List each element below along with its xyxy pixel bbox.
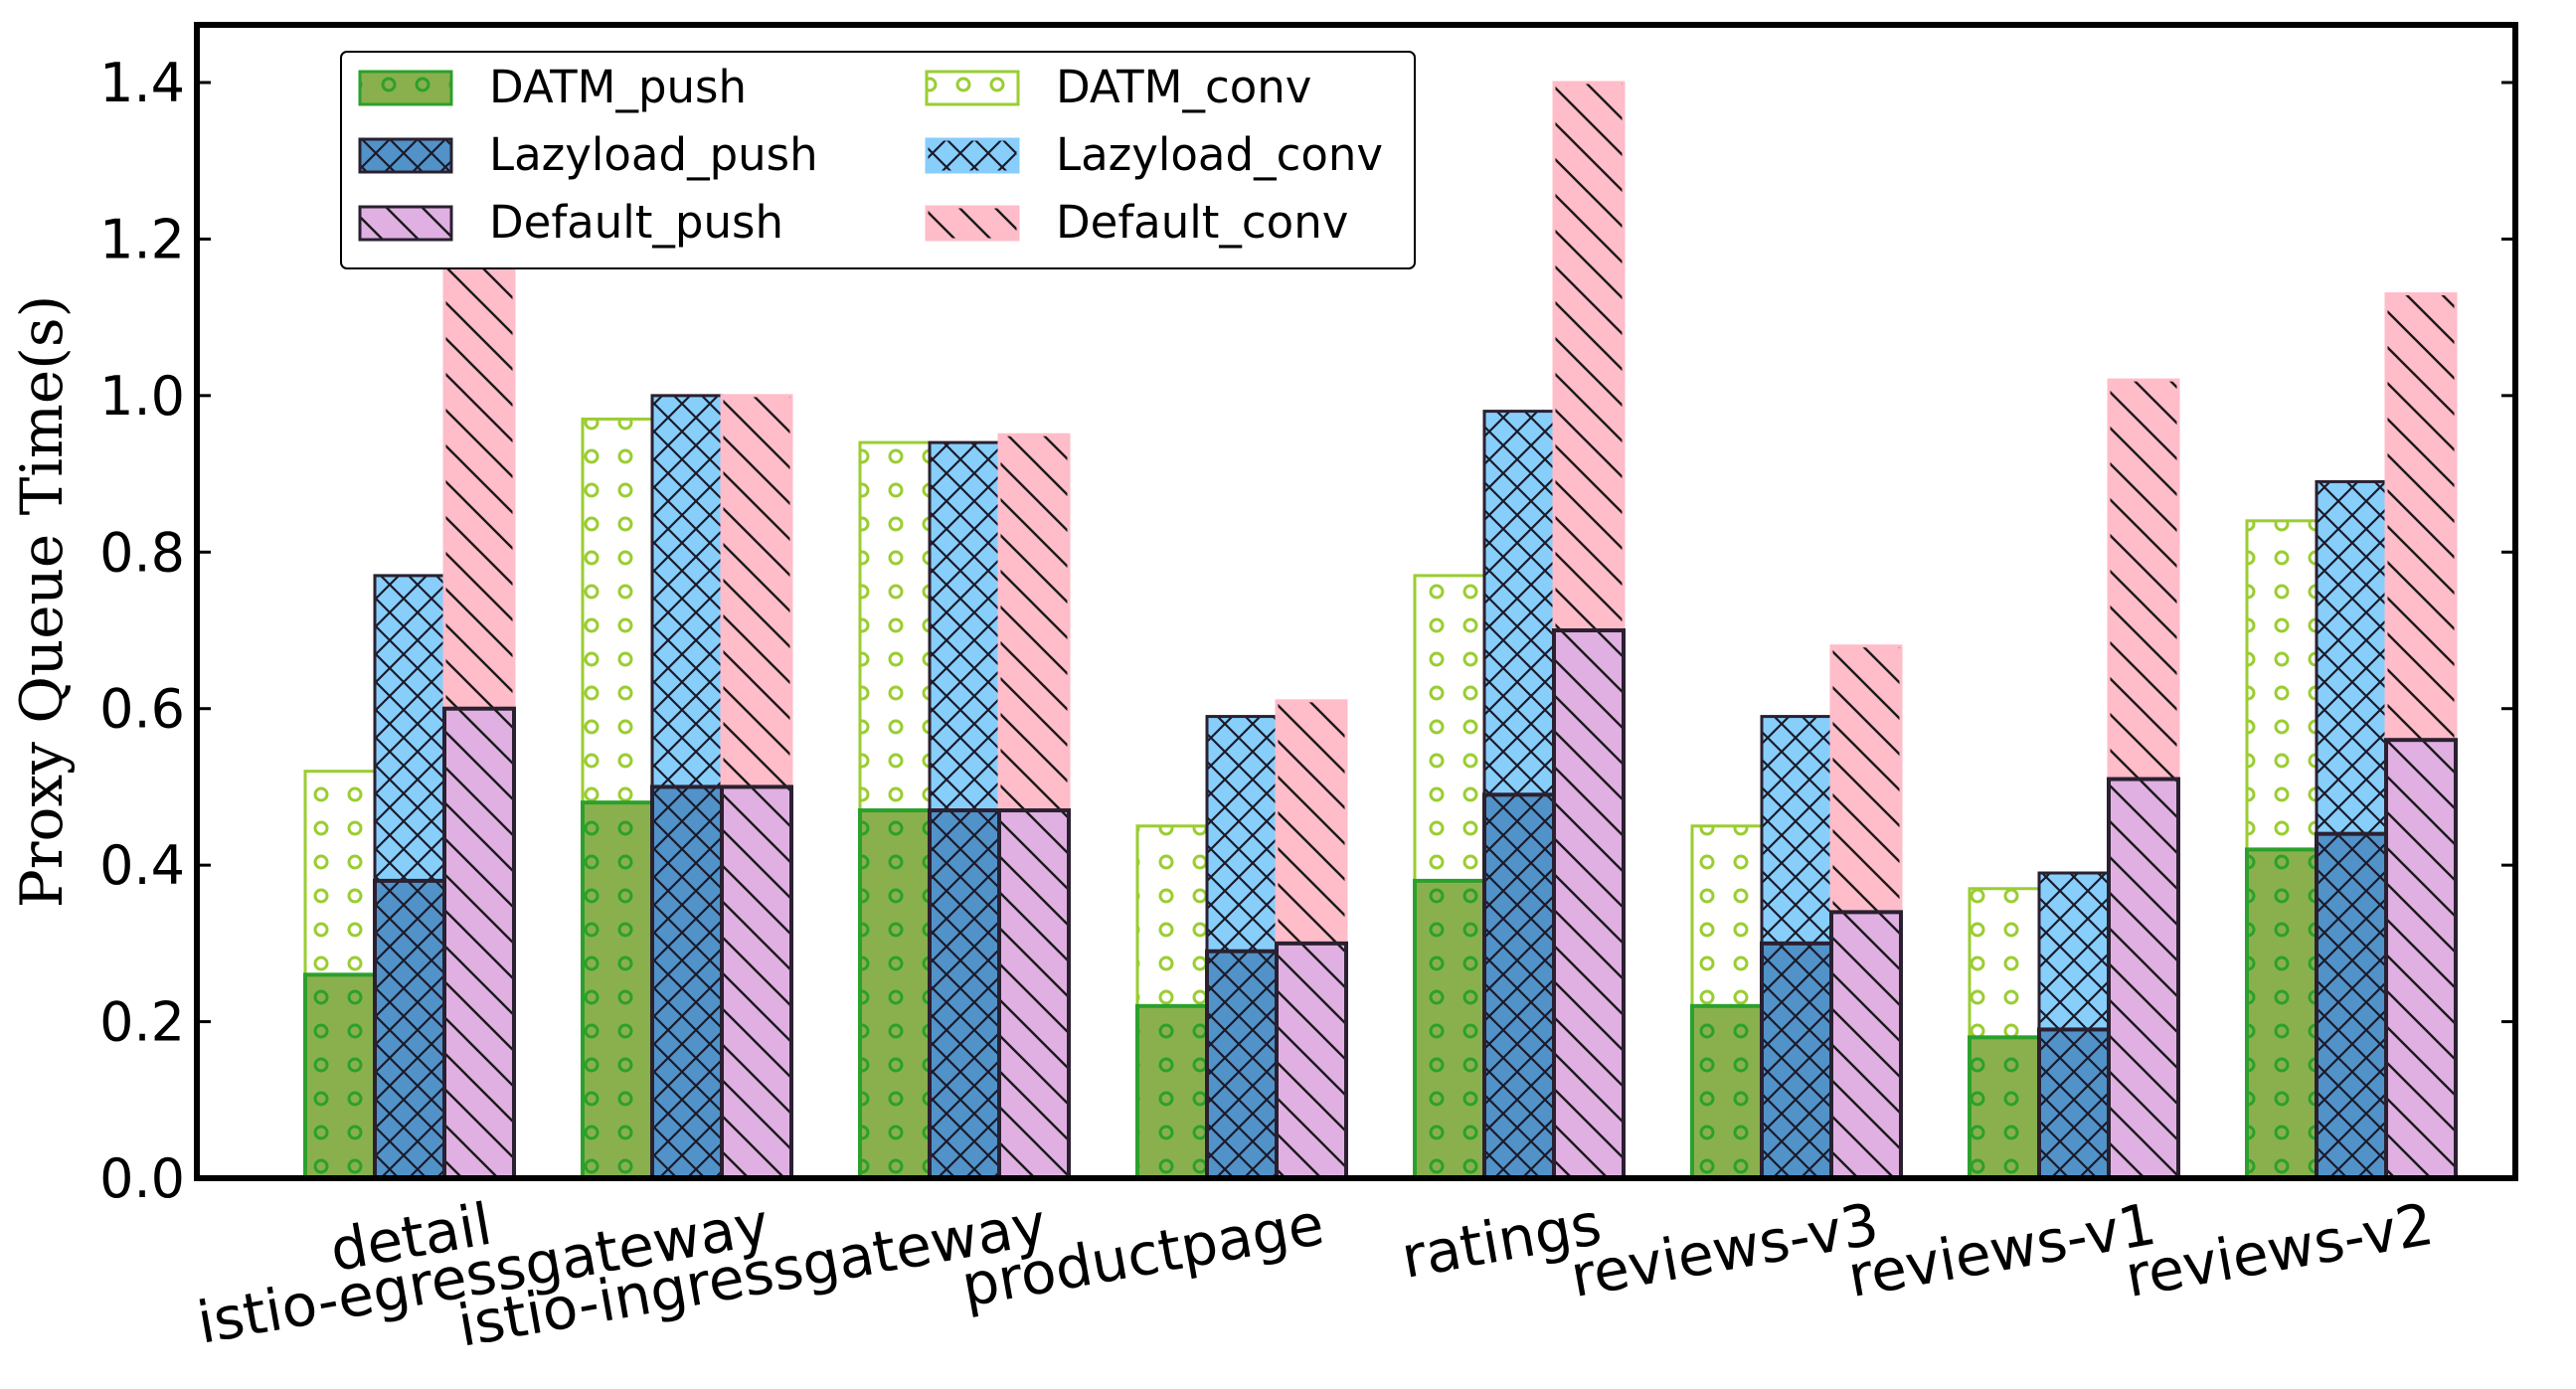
bar-datm-push-hatch (1690, 1003, 1764, 1180)
bar-lazyload-push-hatch (373, 878, 446, 1181)
y-tick-label: 1.2 (99, 208, 185, 270)
x-tick-label: reviews-v3 (1566, 1190, 1884, 1310)
bar-lazyload-push-hatch (1205, 949, 1279, 1180)
y-axis: 0.0 0.2 0.4 0.6 0.8 1.0 1.2 1.4 (99, 52, 2515, 1210)
bar-datm-push-hatch (858, 808, 932, 1180)
bar-default-push-hatch (1552, 628, 1626, 1180)
y-tick-label: 0.4 (99, 834, 185, 897)
bar-lazyload-push-hatch (928, 808, 1001, 1180)
bar-datm-push-hatch (1968, 1035, 2041, 1181)
legend: DATM_push DATM_conv Lazyload_push Lazyload_… (340, 51, 1416, 269)
y-tick-label: 0.8 (99, 521, 185, 584)
y-tick-label: 0.0 (99, 1147, 185, 1210)
bar-lazyload-push-hatch (650, 784, 724, 1181)
bar-lazyload-push-hatch (1482, 792, 1556, 1180)
x-axis: detailistio-egressgatewayistio-ingressga… (192, 1190, 2438, 1360)
legend-label: Lazyload_push (489, 128, 818, 181)
bar-default-push-hatch (997, 808, 1071, 1180)
legend-swatch-hatch (358, 70, 453, 106)
bar-lazyload-push-hatch (2037, 1027, 2111, 1181)
legend-label: DATM_conv (1056, 61, 1311, 113)
legend-label: Default_conv (1056, 196, 1348, 249)
y-tick-label: 1.0 (99, 365, 185, 428)
bar-datm-push-hatch (1135, 1003, 1209, 1180)
y-tick-label: 0.2 (99, 991, 185, 1054)
bar-datm-push-hatch (303, 972, 377, 1180)
bar-default-push-hatch (2384, 738, 2458, 1180)
legend-swatch-hatch (925, 70, 1020, 106)
y-tick-label: 0.6 (99, 678, 185, 741)
legend-label: Default_push (489, 196, 783, 249)
legend-swatch-hatch (358, 205, 453, 242)
x-tick-label: reviews-v1 (1843, 1190, 2161, 1310)
bar-default-push-hatch (1275, 941, 1348, 1180)
y-axis-label: Proxy Queue Time(s) (8, 295, 76, 909)
legend-swatch-hatch (925, 137, 1020, 174)
legend-label: Lazyload_conv (1056, 128, 1383, 181)
bar-default-push-hatch (1829, 910, 1903, 1180)
bars-layer (303, 81, 2458, 1181)
legend-box (340, 51, 1416, 269)
bar-default-push-hatch (442, 706, 516, 1180)
bar-lazyload-push-hatch (1760, 941, 1833, 1180)
bar-lazyload-push-hatch (2315, 831, 2388, 1181)
x-tick-label: reviews-v2 (2121, 1190, 2439, 1310)
bar-default-push-hatch (720, 784, 793, 1181)
y-tick-label: 1.4 (99, 52, 185, 114)
legend-swatch-hatch (358, 137, 453, 174)
plot-frame (194, 22, 2518, 1181)
bar-datm-push-hatch (581, 800, 654, 1181)
legend-swatch-hatch (925, 205, 1020, 242)
bar-default-push-hatch (2107, 777, 2180, 1180)
bar-datm-push-hatch (1413, 878, 1486, 1181)
bar-datm-push-hatch (2245, 847, 2318, 1181)
legend-label: DATM_push (489, 61, 747, 113)
